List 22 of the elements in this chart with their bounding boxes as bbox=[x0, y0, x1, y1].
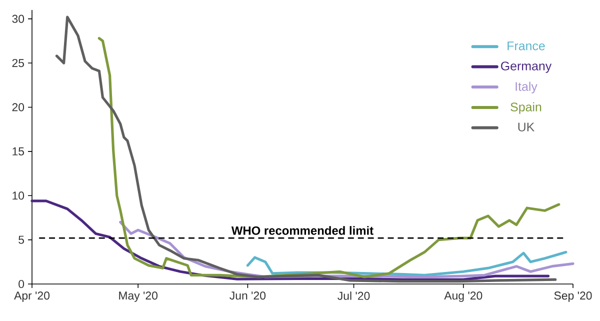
line-series bbox=[98, 36, 560, 278]
y-tick-label: 10 bbox=[12, 192, 24, 200]
y-tick-label: 20 bbox=[12, 103, 24, 112]
legend-label: Italy bbox=[516, 82, 538, 94]
y-tick-label: 0 bbox=[18, 280, 24, 288]
line-series bbox=[30, 200, 550, 281]
y-tick-label: 30 bbox=[12, 14, 24, 23]
legend-label: UK bbox=[518, 122, 534, 132]
line-series bbox=[55, 16, 557, 283]
x-tick-label: Jul '20 bbox=[338, 292, 370, 300]
legend-label: Germany bbox=[501, 62, 552, 73]
x-tick-label: Jun '20 bbox=[230, 292, 266, 300]
y-tick-label: 15 bbox=[12, 147, 24, 156]
x-tick-label: Apr '20 bbox=[14, 292, 50, 302]
x-tick-label: Aug '20 bbox=[444, 292, 482, 302]
x-tick-label: May '20 bbox=[119, 292, 158, 302]
y-tick-label: 25 bbox=[12, 58, 24, 68]
legend-label: Spain bbox=[510, 102, 542, 114]
legend-label: France bbox=[508, 42, 545, 50]
x-tick-label: Sep '20 bbox=[554, 292, 592, 302]
y-tick-label: 5 bbox=[18, 236, 24, 244]
ref-line-label: WHO recommended limit bbox=[231, 226, 374, 235]
